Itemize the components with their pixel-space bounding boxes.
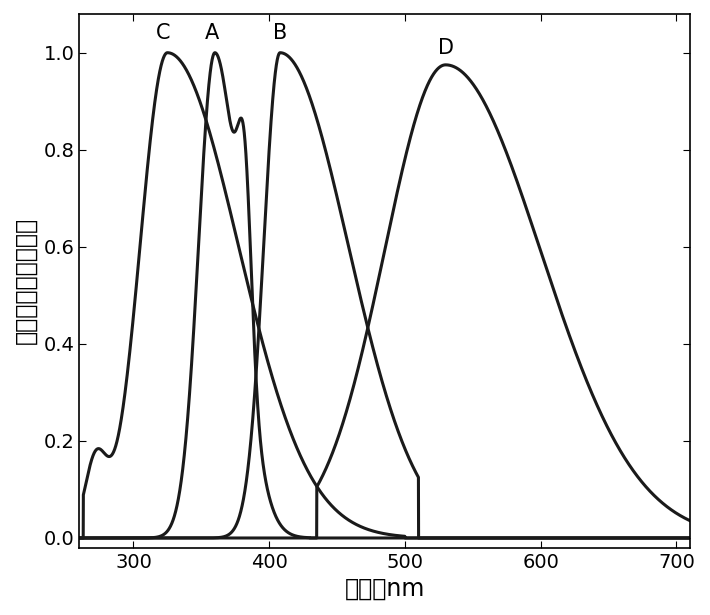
Text: B: B bbox=[273, 23, 287, 43]
Y-axis label: 荧光强度（归一化）: 荧光强度（归一化） bbox=[14, 217, 38, 344]
Text: D: D bbox=[437, 38, 454, 58]
Text: A: A bbox=[205, 23, 219, 43]
X-axis label: 波长／nm: 波长／nm bbox=[344, 577, 425, 601]
Text: C: C bbox=[156, 23, 170, 43]
